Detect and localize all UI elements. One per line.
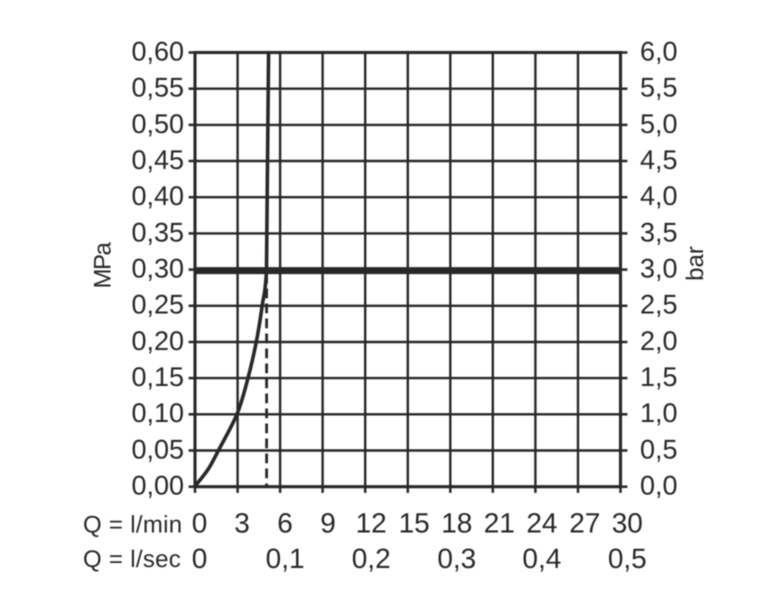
svg-text:1,0: 1,0 [640, 398, 678, 428]
svg-text:0,05: 0,05 [131, 434, 184, 464]
svg-text:2,5: 2,5 [640, 290, 678, 320]
svg-text:24: 24 [526, 508, 557, 539]
svg-text:5,5: 5,5 [640, 73, 678, 103]
svg-text:15: 15 [399, 508, 430, 539]
svg-text:0,10: 0,10 [131, 398, 184, 428]
svg-text:4,0: 4,0 [640, 181, 678, 211]
svg-text:0,45: 0,45 [131, 145, 184, 175]
svg-text:21: 21 [484, 508, 515, 539]
svg-text:0,25: 0,25 [131, 290, 184, 320]
svg-text:Q = l/sec: Q = l/sec [83, 546, 181, 573]
svg-text:0,35: 0,35 [131, 217, 184, 247]
svg-text:18: 18 [441, 508, 472, 539]
svg-text:1,5: 1,5 [640, 362, 678, 392]
svg-text:0,4: 0,4 [522, 543, 561, 574]
svg-text:3,5: 3,5 [640, 217, 678, 247]
svg-text:6: 6 [277, 508, 293, 539]
svg-text:0,50: 0,50 [131, 109, 184, 139]
svg-text:MPa: MPa [90, 242, 117, 289]
svg-text:0,40: 0,40 [131, 181, 184, 211]
svg-text:0,5: 0,5 [640, 434, 678, 464]
svg-text:0,30: 0,30 [131, 254, 184, 284]
svg-text:2,0: 2,0 [640, 326, 678, 356]
svg-text:bar: bar [682, 246, 709, 281]
svg-text:5,0: 5,0 [640, 109, 678, 139]
svg-text:0: 0 [192, 508, 208, 539]
svg-text:12: 12 [356, 508, 387, 539]
svg-text:0,55: 0,55 [131, 73, 184, 103]
svg-text:4,5: 4,5 [640, 145, 678, 175]
svg-text:0,00: 0,00 [131, 471, 184, 501]
svg-text:0,1: 0,1 [266, 543, 305, 574]
svg-text:3,0: 3,0 [640, 254, 678, 284]
svg-text:27: 27 [569, 508, 600, 539]
svg-text:0,0: 0,0 [640, 471, 678, 501]
svg-text:0: 0 [192, 543, 208, 574]
svg-text:0,2: 0,2 [352, 543, 391, 574]
svg-text:Q = l/min: Q = l/min [83, 512, 182, 539]
svg-text:0,5: 0,5 [608, 543, 647, 574]
svg-text:0,20: 0,20 [131, 326, 184, 356]
svg-text:0,3: 0,3 [437, 543, 476, 574]
svg-text:0,60: 0,60 [131, 36, 184, 66]
svg-text:6,0: 6,0 [640, 36, 678, 66]
svg-text:0,15: 0,15 [131, 362, 184, 392]
svg-text:3: 3 [234, 508, 250, 539]
svg-text:9: 9 [320, 508, 336, 539]
svg-text:30: 30 [612, 508, 643, 539]
